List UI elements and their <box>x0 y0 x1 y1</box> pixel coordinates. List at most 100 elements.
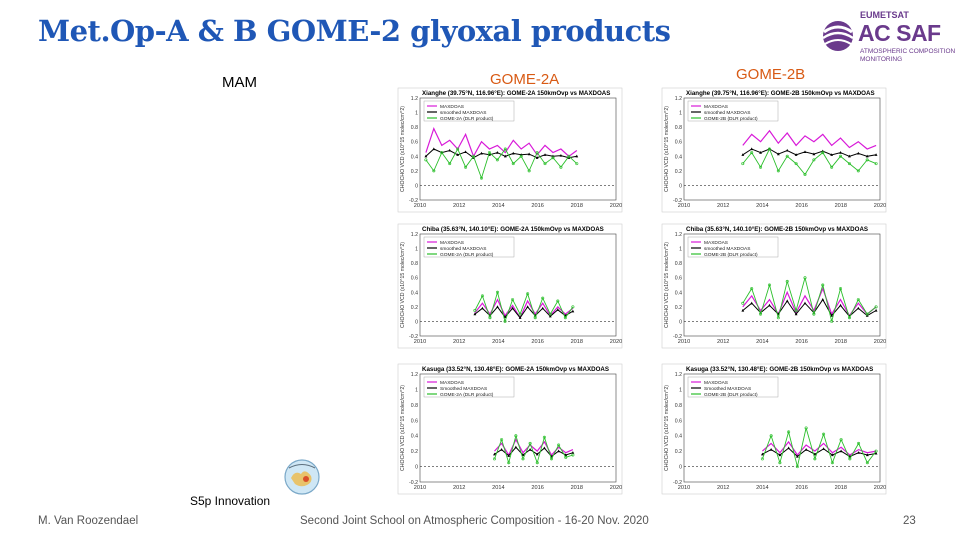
y-axis-label: CHOCHO VCD (x10^15 molec/cm^2) <box>664 242 670 328</box>
data-point <box>794 308 798 312</box>
x-tick-label: 2018 <box>571 339 583 345</box>
y-tick-label: 0 <box>679 465 682 471</box>
data-point <box>813 457 817 461</box>
data-point <box>535 151 539 155</box>
data-point <box>496 305 499 308</box>
data-point <box>767 147 771 151</box>
data-point <box>839 154 843 158</box>
series-line-2 <box>761 427 877 467</box>
y-tick-label: -0.2 <box>673 480 682 486</box>
x-tick-label: 2010 <box>678 339 690 345</box>
data-point <box>518 316 522 319</box>
data-point <box>440 151 444 155</box>
chart-panel-2: Chiba (35.63°N, 140.10°E): GOME-2A 150km… <box>397 223 623 349</box>
x-tick-label: 2020 <box>874 485 886 491</box>
data-point <box>769 448 773 451</box>
legend-entry: smoothed MAXDOAS <box>440 110 486 116</box>
series-line-2 <box>474 290 574 323</box>
data-point <box>839 287 843 291</box>
data-point <box>839 303 842 307</box>
y-tick-label: 0.8 <box>411 403 418 409</box>
plot-area <box>683 97 881 201</box>
x-tick-label: 2010 <box>678 203 690 209</box>
data-point <box>448 162 452 166</box>
y-tick-label: 1.2 <box>675 96 682 102</box>
data-point <box>741 308 745 312</box>
plot-area <box>683 373 881 483</box>
plot-area <box>419 97 617 201</box>
series-line-0 <box>742 129 877 150</box>
data-point <box>493 452 496 456</box>
data-point <box>542 435 546 439</box>
data-point <box>543 162 547 166</box>
data-point <box>557 449 561 453</box>
x-tick-label: 2012 <box>717 203 729 209</box>
x-tick-label: 2018 <box>571 485 583 491</box>
data-point <box>432 147 436 151</box>
y-tick-label: 1.2 <box>411 232 418 238</box>
data-point <box>759 165 763 169</box>
y-tick-label: 1 <box>415 247 418 253</box>
legend-entry: GOME-2A (DLR product) <box>440 392 494 398</box>
y-tick-label: 0.8 <box>675 403 682 409</box>
data-point <box>794 153 798 156</box>
data-point <box>514 445 518 449</box>
data-point <box>511 162 515 166</box>
data-point <box>464 150 467 154</box>
data-point <box>518 312 522 316</box>
data-point <box>821 283 825 287</box>
data-point <box>528 448 532 451</box>
data-point <box>495 151 499 154</box>
series-line-2 <box>425 147 578 180</box>
data-point <box>778 453 782 457</box>
data-point <box>785 299 789 303</box>
data-point <box>812 158 816 162</box>
chart-panel-4: Kasuga (33.52°N, 130.48°E): GOME-2A 150k… <box>397 363 623 495</box>
chart-title: Chiba (35.63°N, 140.10°E): GOME-2A 150km… <box>422 226 604 233</box>
chart-panel-5: Kasuga (33.52°N, 130.48°E): GOME-2B 150k… <box>661 363 887 495</box>
data-point <box>848 154 851 158</box>
data-point <box>874 308 878 312</box>
x-tick-label: 2018 <box>835 339 847 345</box>
data-point <box>448 148 452 152</box>
y-tick-label: 0.2 <box>411 449 418 455</box>
legend-entry: MAXDOAS <box>704 380 728 386</box>
plot-area <box>419 373 617 483</box>
y-tick-label: 1 <box>679 111 682 117</box>
series-line-1 <box>742 148 877 157</box>
x-tick-label: 2018 <box>835 485 847 491</box>
data-point <box>812 312 816 316</box>
data-point <box>821 297 825 301</box>
y-tick-label: -0.2 <box>673 334 682 340</box>
data-point <box>526 305 530 308</box>
data-point <box>557 443 561 447</box>
data-point <box>741 301 745 305</box>
data-point <box>473 308 477 312</box>
data-point <box>480 151 483 155</box>
logo-line1: EUMETSAT <box>860 10 909 20</box>
y-tick-label: 0.4 <box>411 434 418 440</box>
series-line-2 <box>494 434 574 465</box>
y-axis-label: CHOCHO VCD (x10^15 molec/cm^2) <box>664 106 670 192</box>
logo-line4: MONITORING <box>860 56 903 63</box>
y-tick-label: 0 <box>679 183 682 189</box>
column-head-gome2b: GOME-2B <box>736 66 806 83</box>
data-point <box>507 461 511 465</box>
x-tick-label: 2012 <box>453 339 465 345</box>
data-point <box>761 452 764 456</box>
y-tick-label: 0.2 <box>675 169 682 175</box>
data-point <box>847 162 851 166</box>
data-point <box>830 153 834 156</box>
data-point <box>759 312 763 316</box>
data-point <box>804 426 808 430</box>
x-tick-label: 2012 <box>717 485 729 491</box>
chart-panel-1: Xianghe (39.75°N, 116.96°E): GOME-2B 150… <box>661 87 887 213</box>
data-point <box>541 296 545 300</box>
x-tick-label: 2014 <box>756 339 768 345</box>
data-point <box>787 430 791 434</box>
data-point <box>857 451 860 454</box>
data-point <box>495 158 499 162</box>
data-point <box>830 453 834 457</box>
